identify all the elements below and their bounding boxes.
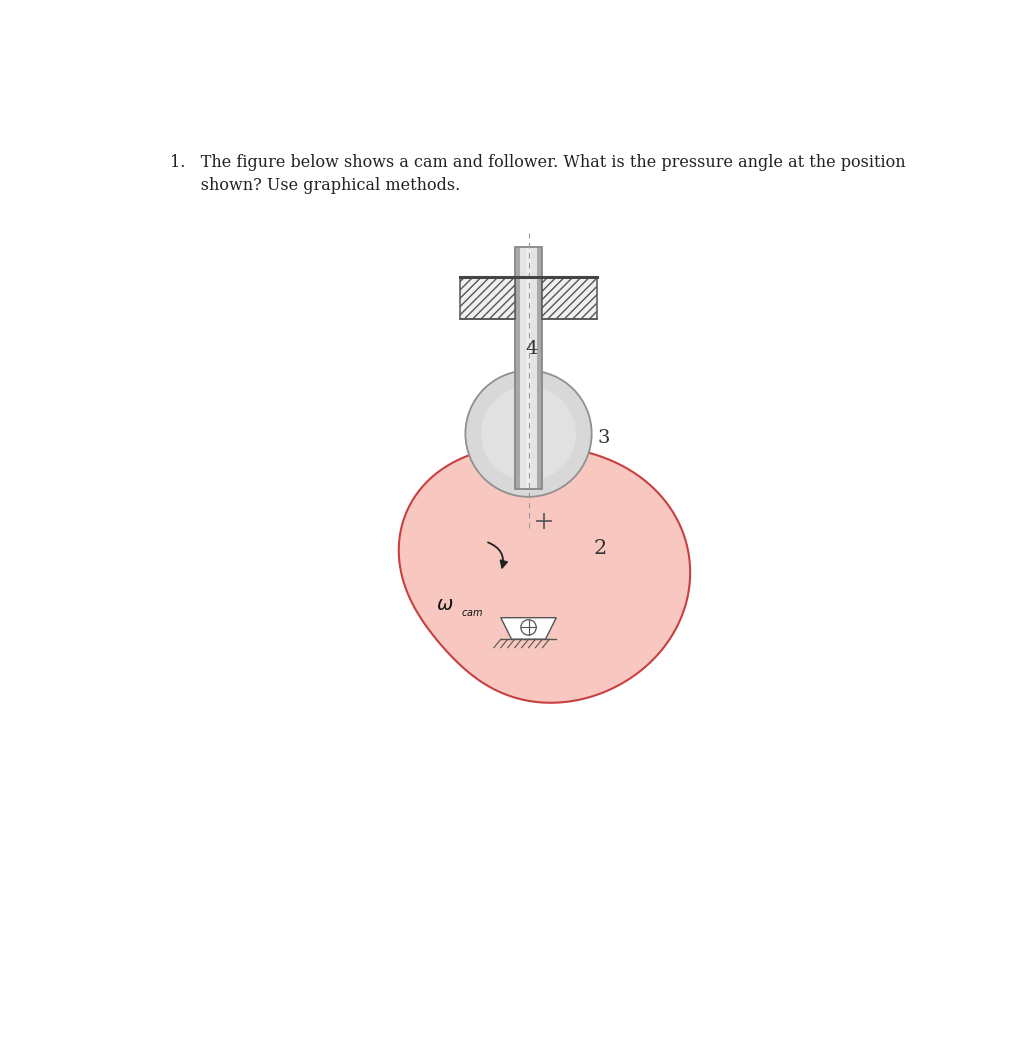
Text: $_{cam}$: $_{cam}$ (461, 604, 483, 619)
Text: 3: 3 (598, 428, 610, 446)
Circle shape (466, 371, 592, 497)
Text: shown? Use graphical methods.: shown? Use graphical methods. (170, 177, 460, 194)
Bar (542, 277, 597, 319)
Bar (537, 247, 542, 489)
Bar (526, 247, 531, 489)
Circle shape (521, 620, 536, 635)
Text: 2: 2 (594, 538, 607, 558)
Text: 4: 4 (526, 339, 538, 357)
Bar (515, 247, 521, 489)
Text: $\omega$: $\omega$ (435, 596, 453, 614)
Circle shape (481, 386, 576, 481)
Bar (521, 247, 537, 489)
Bar (460, 277, 515, 319)
Polygon shape (500, 618, 556, 639)
Text: 1.   The figure below shows a cam and follower. What is the pressure angle at th: 1. The figure below shows a cam and foll… (170, 154, 905, 171)
Circle shape (520, 425, 537, 442)
Polygon shape (399, 445, 691, 703)
Bar (515, 247, 542, 489)
